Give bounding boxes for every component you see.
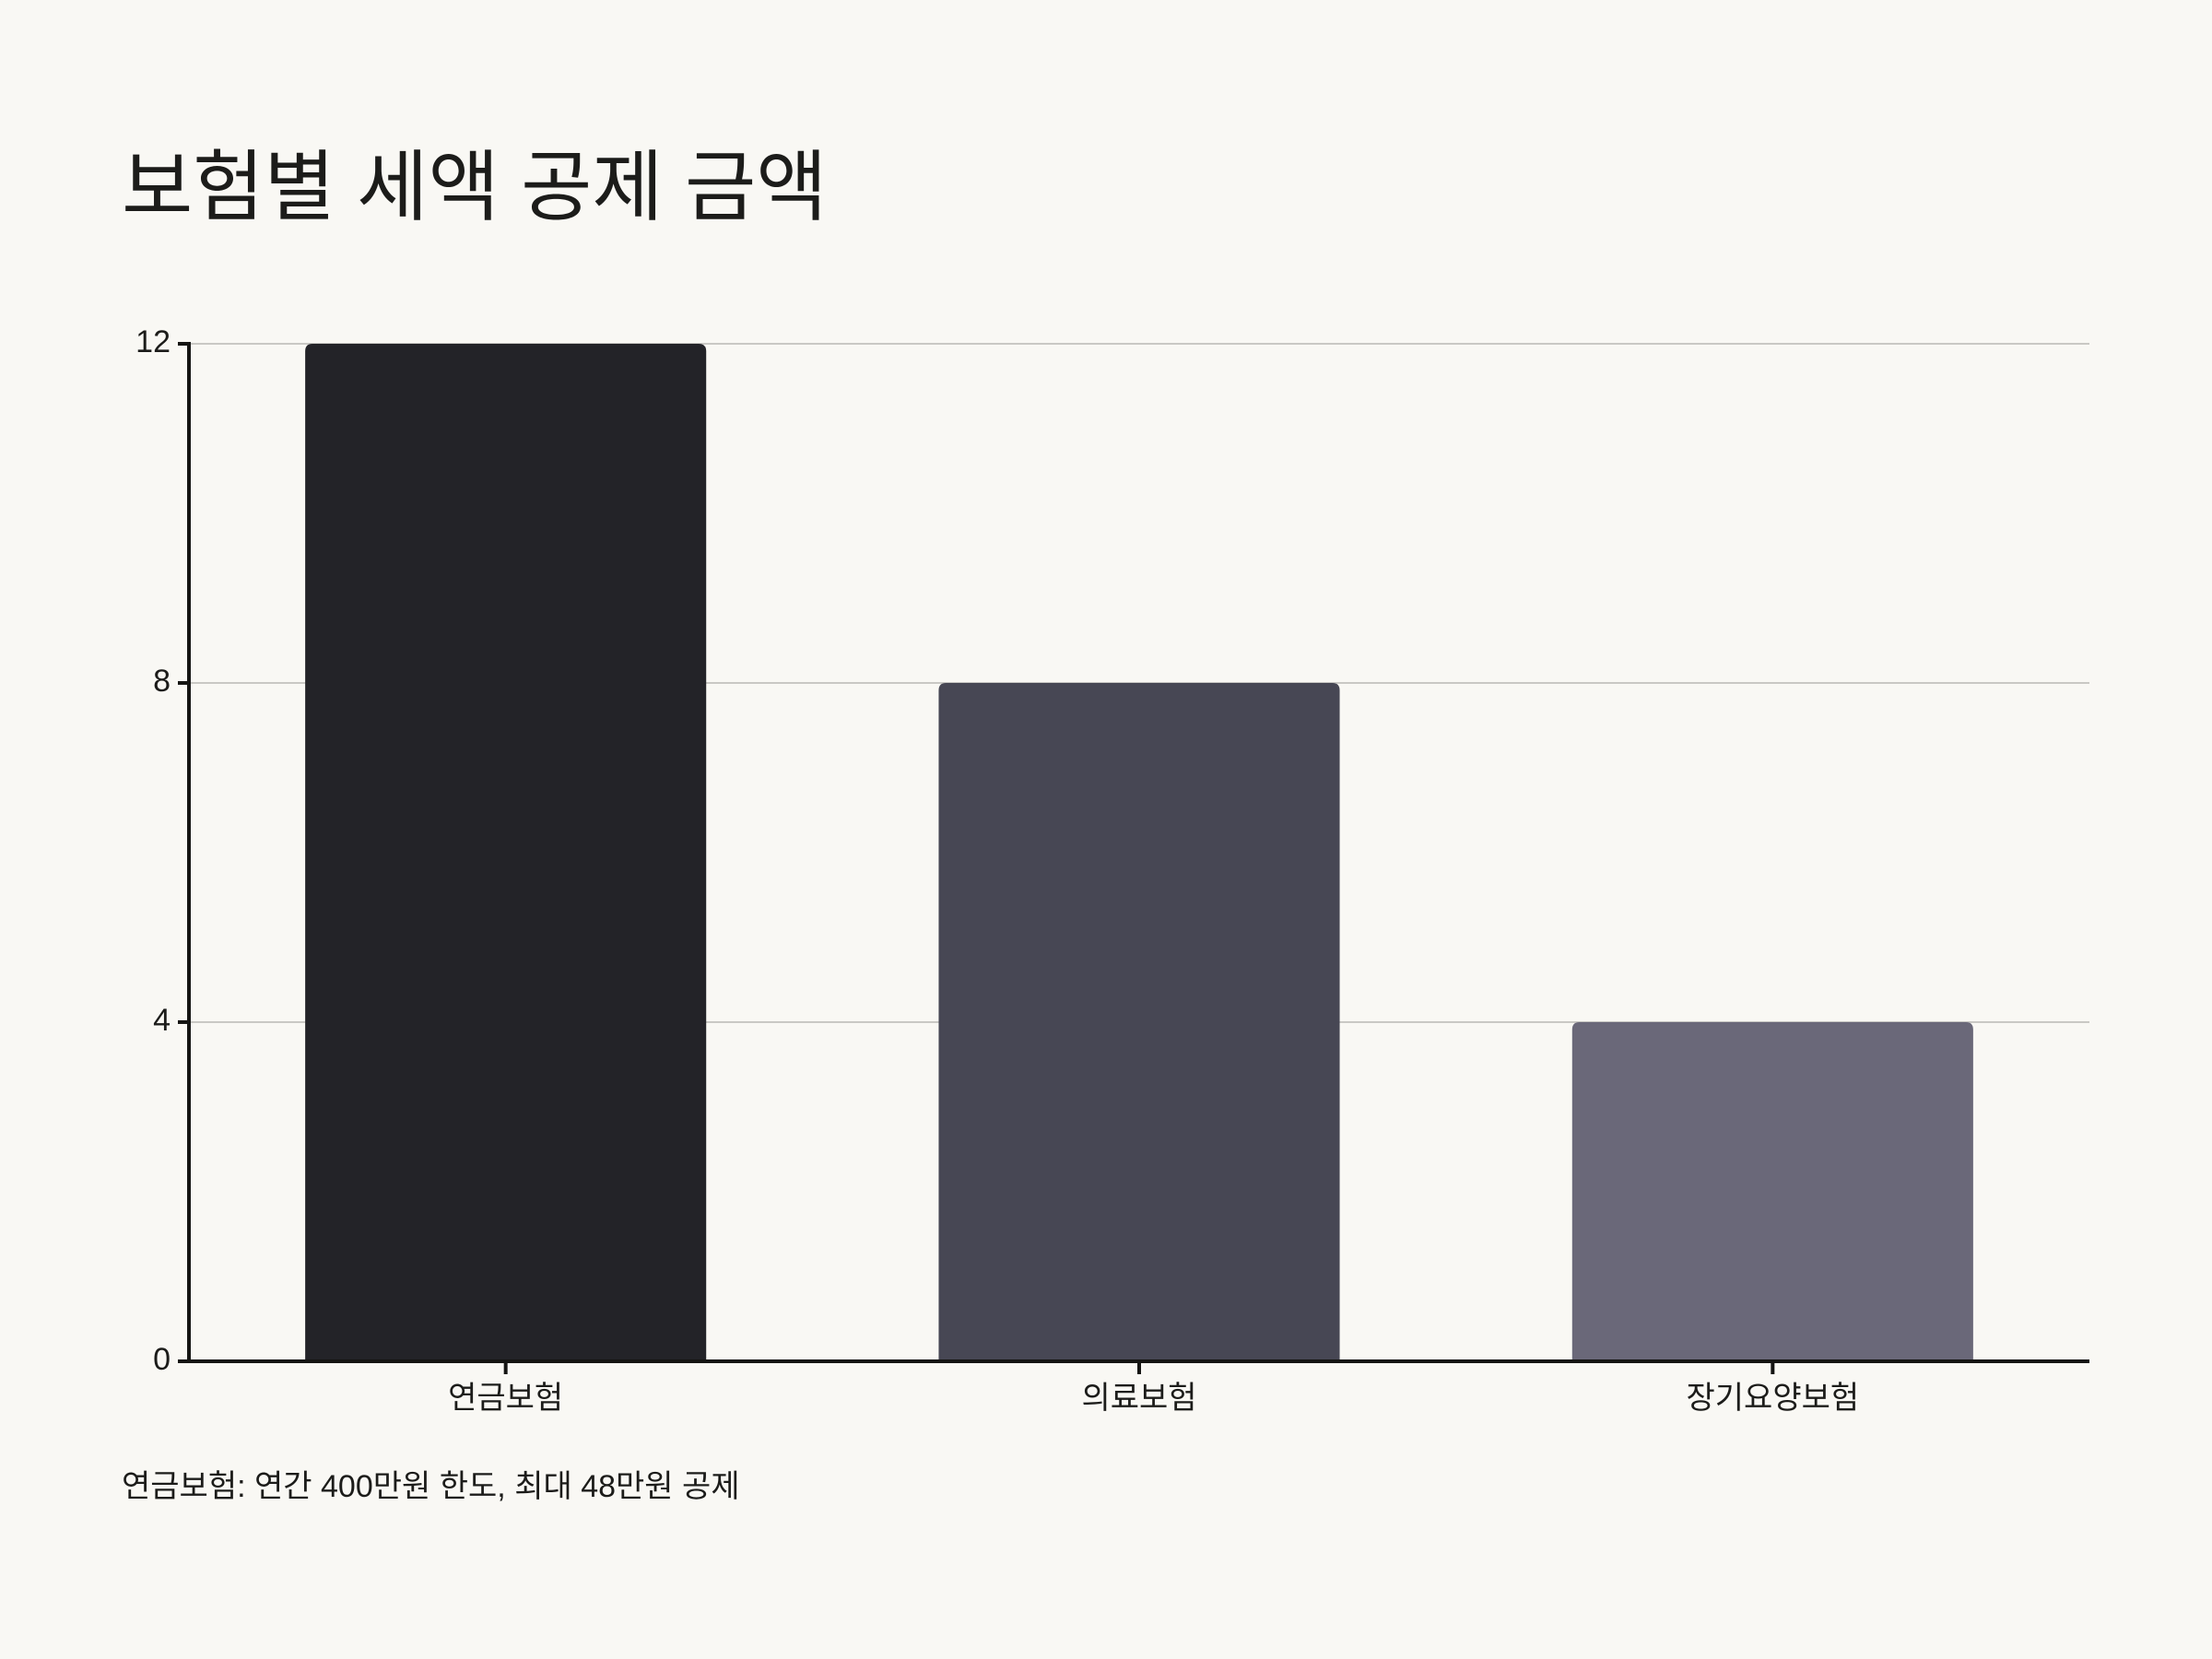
x-tick-label: 연금보험 <box>448 1381 563 1416</box>
annotation: 연금보험: 연간 400만원 한도, 최대 48만원 공제 <box>122 1469 740 1504</box>
y-tick-label: 0 <box>153 1342 171 1377</box>
x-tick-label: 장기요양보험 <box>1686 1381 1859 1416</box>
bar <box>1571 1022 1973 1361</box>
y-tick-label: 8 <box>153 664 171 699</box>
chart-title: 보험별 세액 공제 금액 <box>122 144 828 230</box>
y-tick-label: 12 <box>135 324 171 359</box>
y-tick-label: 4 <box>153 1003 171 1038</box>
bar <box>305 344 707 1361</box>
bar <box>938 683 1340 1361</box>
x-tick-label: 의료보험 <box>1081 1381 1196 1416</box>
